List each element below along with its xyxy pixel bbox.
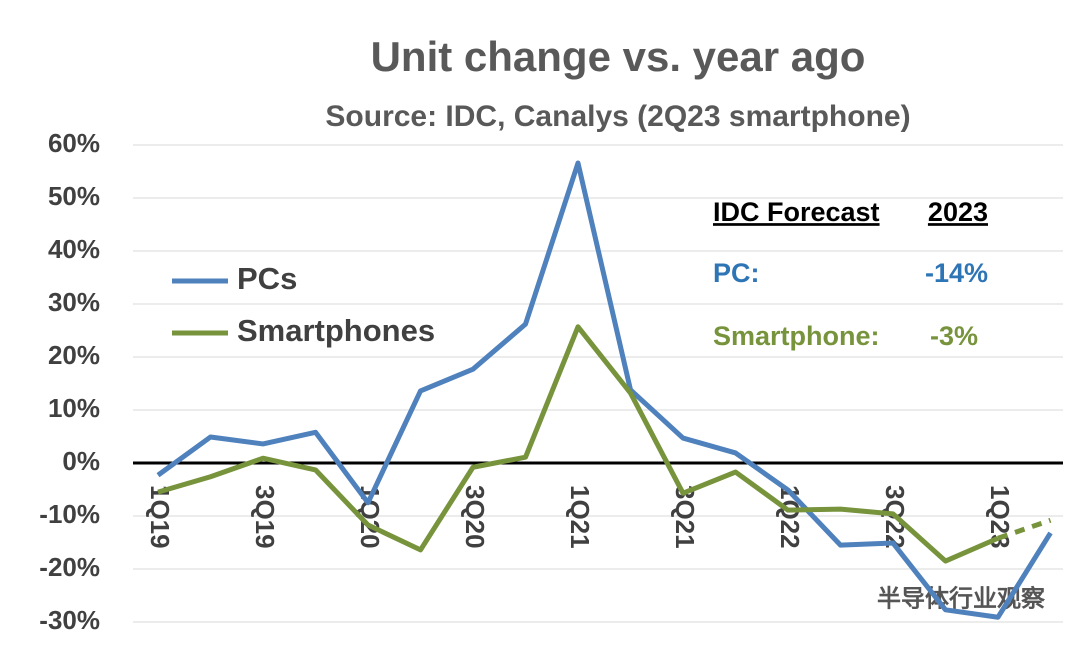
- y-tick-label: 30%: [48, 287, 100, 317]
- legend-label: Smartphones: [237, 313, 435, 348]
- annotation-pc-label: PC:: [713, 258, 760, 288]
- series-line: [157, 324, 999, 564]
- y-tick-label: 10%: [48, 393, 100, 423]
- y-tick-label: -30%: [39, 605, 100, 635]
- series-line: [156, 160, 1053, 620]
- chart-subtitle: Source: IDC, Canalys (2Q23 smartphone): [325, 100, 910, 133]
- series-line-forecast: [997, 517, 1052, 541]
- legend-label: PCs: [237, 261, 297, 296]
- annotation-heading: IDC Forecast: [713, 197, 880, 227]
- y-tick-label: 40%: [48, 234, 100, 264]
- annotation-phone-value: -3%: [930, 321, 978, 351]
- y-tick-label: 20%: [48, 340, 100, 370]
- chart-title: Unit change vs. year ago: [371, 33, 866, 80]
- y-tick-label: -10%: [39, 499, 100, 529]
- x-tick-label: 1Q21: [565, 485, 595, 549]
- x-tick-label: 1Q19: [145, 485, 175, 549]
- annotation-pc-value: -14%: [925, 258, 988, 288]
- watermark: 半导体行业观察: [877, 584, 1046, 612]
- x-tick-label: 3Q20: [460, 485, 490, 549]
- annotation-year: 2023: [928, 197, 988, 227]
- x-tick-label: 3Q19: [250, 485, 280, 549]
- y-tick-label: 60%: [48, 128, 100, 158]
- x-tick-label: 3Q21: [670, 485, 700, 549]
- y-tick-label: -20%: [39, 552, 100, 582]
- y-tick-label: 0%: [62, 446, 100, 476]
- y-tick-label: 50%: [48, 181, 100, 211]
- annotation-phone-label: Smartphone:: [713, 321, 880, 351]
